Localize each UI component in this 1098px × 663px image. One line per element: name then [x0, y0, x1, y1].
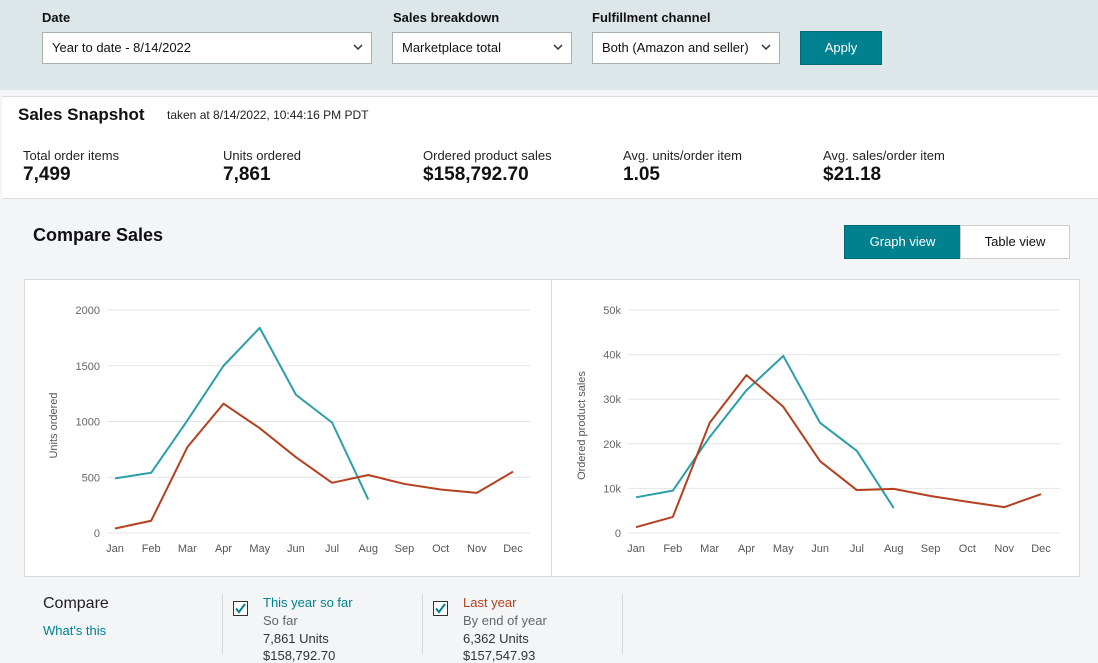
- y-tick-label: 50k: [603, 305, 621, 317]
- x-tick-label: Dec: [1031, 543, 1051, 555]
- option-label: This year so far: [263, 595, 353, 610]
- chevron: [553, 44, 563, 51]
- y-tick-label: 2000: [76, 305, 100, 317]
- select-value: Year to date - 8/14/2022: [52, 40, 192, 55]
- y-tick-label: 30k: [603, 394, 621, 406]
- checkmark: [235, 603, 246, 614]
- checkmark: [435, 603, 446, 614]
- x-tick-label: Aug: [884, 543, 904, 555]
- graph-view-button[interactable]: Graph view: [844, 225, 961, 259]
- series-line: [635, 354, 895, 509]
- option-units: 6,362 Units: [463, 631, 529, 646]
- chevron: [353, 44, 363, 51]
- checkbox[interactable]: [233, 601, 248, 616]
- x-tick-label: Dec: [503, 543, 523, 555]
- checkbox[interactable]: [433, 601, 448, 616]
- option-label: Last year: [463, 595, 517, 610]
- snapshot-header: [2, 96, 1098, 143]
- metric-value: 7,499: [23, 164, 71, 185]
- metric-label: Ordered product sales: [423, 148, 552, 163]
- option-units: 7,861 Units: [263, 631, 329, 646]
- x-tick-label: Feb: [142, 543, 161, 555]
- series-line: [635, 374, 1042, 529]
- divider: [422, 594, 423, 654]
- x-tick-label: Jul: [850, 543, 864, 555]
- x-tick-label: Jun: [287, 543, 305, 555]
- series-line: [114, 402, 514, 530]
- divider: [222, 594, 223, 654]
- chart-panel: [24, 279, 552, 577]
- x-tick-label: May: [773, 543, 794, 555]
- table-view-button[interactable]: Table view: [960, 225, 1070, 259]
- y-tick-label: 1500: [76, 361, 100, 373]
- y-tick-label: 10k: [603, 483, 621, 495]
- chevron: [761, 44, 771, 51]
- x-tick-label: Jun: [811, 543, 829, 555]
- x-tick-label: Oct: [432, 543, 449, 555]
- section-title: Compare Sales: [33, 225, 164, 245]
- y-tick-label: 1000: [76, 417, 100, 429]
- x-tick-label: Oct: [959, 543, 976, 555]
- y-axis-title: Units ordered: [48, 392, 60, 458]
- filter-label: Sales breakdown: [393, 10, 500, 25]
- filter-label: Fulfillment channel: [592, 10, 711, 25]
- x-tick-label: Nov: [467, 543, 487, 555]
- x-tick-label: Jul: [325, 543, 339, 555]
- snapshot-timestamp: taken at 8/14/2022, 10:44:16 PM PDT: [167, 108, 369, 122]
- metric-value: $158,792.70: [423, 164, 529, 185]
- x-tick-label: Aug: [358, 543, 378, 555]
- x-tick-label: Mar: [178, 543, 197, 555]
- metric-value: 7,861: [223, 164, 271, 185]
- divider: [622, 594, 623, 654]
- y-tick-label: 0: [615, 528, 621, 540]
- x-tick-label: Nov: [994, 543, 1014, 555]
- date-select[interactable]: Year to date - 8/14/2022: [42, 32, 372, 64]
- breakdown-select[interactable]: Marketplace total: [392, 32, 572, 64]
- option-sublabel: So far: [263, 613, 298, 628]
- metrics-row: [2, 141, 1098, 199]
- x-tick-label: Sep: [395, 543, 415, 555]
- snapshot-title: Sales Snapshot: [18, 105, 145, 124]
- apply-button[interactable]: Apply: [800, 31, 882, 65]
- x-tick-label: Jan: [627, 543, 645, 555]
- select-value: Marketplace total: [402, 40, 501, 55]
- x-tick-label: May: [249, 543, 270, 555]
- x-tick-label: Mar: [700, 543, 719, 555]
- option-sublabel: By end of year: [463, 613, 547, 628]
- y-axis-title: Ordered product sales: [576, 371, 588, 480]
- y-tick-label: 20k: [603, 439, 621, 451]
- metric-label: Total order items: [23, 148, 120, 163]
- y-tick-label: 0: [94, 528, 100, 540]
- metric-value: 1.05: [623, 164, 660, 185]
- metric-label: Avg. sales/order item: [823, 148, 945, 163]
- whats-this-link[interactable]: What's this: [43, 623, 107, 638]
- metric-value: $21.18: [823, 164, 882, 185]
- compare-title: Compare: [43, 595, 109, 612]
- x-tick-label: Apr: [215, 543, 232, 555]
- x-tick-label: Apr: [738, 543, 755, 555]
- channel-select[interactable]: Both (Amazon and seller): [592, 32, 780, 64]
- y-tick-label: 40k: [603, 350, 621, 362]
- x-tick-label: Sep: [921, 543, 941, 555]
- metric-label: Units ordered: [223, 148, 302, 163]
- x-tick-label: Jan: [106, 543, 124, 555]
- metric-label: Avg. units/order item: [623, 148, 742, 163]
- select-value: Both (Amazon and seller): [602, 40, 749, 55]
- filter-label: Date: [42, 10, 71, 25]
- series-line: [114, 326, 370, 500]
- x-tick-label: Feb: [663, 543, 682, 555]
- y-tick-label: 500: [82, 472, 100, 484]
